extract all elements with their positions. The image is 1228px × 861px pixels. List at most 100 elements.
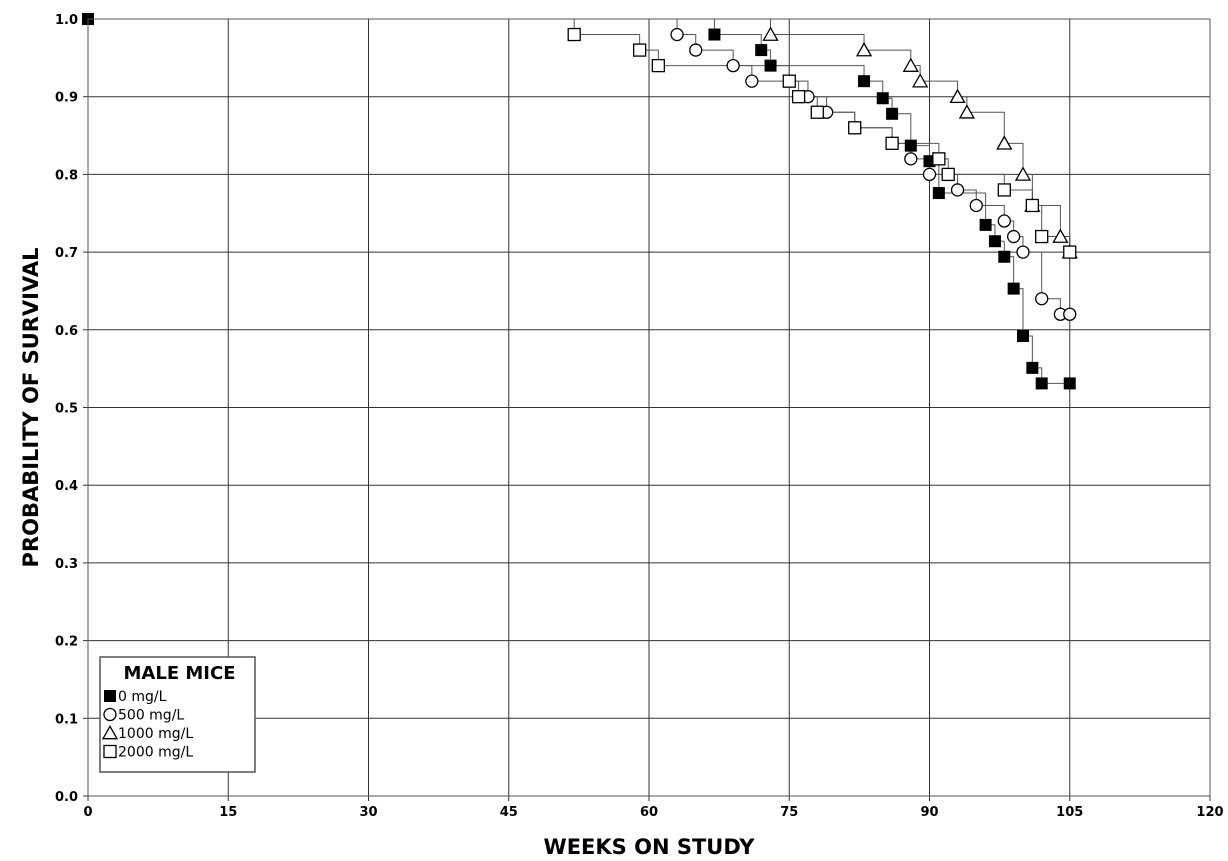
y-axis-title: PROBABILITY OF SURVIVAL [19,248,43,568]
series-500-mg-l-line [88,18,1070,315]
data-point [689,43,703,57]
data-point [1025,198,1039,213]
data-point [1007,282,1020,295]
data-point [651,58,665,73]
data-point [969,198,983,213]
legend-label: 0 mg/L [118,689,167,705]
x-tick-label: 45 [500,805,518,820]
series-0-mg-l-markers [82,13,1076,390]
series-1000-mg-l-line [88,18,1071,253]
data-point [922,167,937,182]
data-point [762,26,779,41]
legend-label: 500 mg/L [118,708,184,724]
legend-items: 0 mg/L 500 mg/L 1000 mg/L 2000 mg/L [101,689,193,761]
data-point [810,105,824,119]
data-point [902,57,919,72]
y-axis-ticks: 0.0 0.1 0.2 0.3 0.4 0.5 0.6 0.7 0.8 0.9 1.0 [55,13,88,805]
x-tick-label: 60 [640,805,658,820]
y-tick-label: 0.5 [55,402,78,417]
y-tick-label: 0.7 [55,246,78,261]
data-point [941,167,955,182]
data-point [764,59,777,72]
y-tick-label: 1.0 [55,13,78,28]
series-layer [82,13,1078,390]
data-point [997,183,1011,197]
data-point [1014,166,1032,181]
y-tick-label: 0.0 [55,790,78,805]
data-point [1063,377,1076,390]
series-2000-mg-l-line [88,18,1071,253]
x-tick-label: 75 [780,805,798,820]
data-point [791,90,806,104]
data-point [1035,292,1049,306]
data-point [949,88,966,104]
legend-marker [104,690,116,702]
x-tick-label: 15 [219,805,237,820]
data-point [633,43,647,57]
y-tick-label: 0.2 [55,635,78,650]
data-point [567,27,581,42]
data-point [904,139,917,152]
data-point [912,73,929,88]
data-point [855,42,873,57]
data-point [886,107,899,120]
data-point [1035,229,1049,244]
data-point [1016,245,1030,259]
legend-marker [103,744,117,759]
data-point [988,235,1001,248]
data-point [876,92,889,105]
series-1000-mg-l-markers [762,26,1078,259]
data-point [848,121,862,135]
data-point [1063,245,1077,259]
y-tick-label: 0.8 [55,168,78,183]
legend-label: 1000 mg/L [118,726,193,742]
legend-marker [103,707,117,722]
plot-frame [87,18,1211,797]
data-point [755,44,768,57]
step-line [88,18,1070,315]
data-point [996,135,1013,150]
data-point [858,75,871,88]
data-point [885,136,899,150]
y-tick-label: 0.3 [55,557,78,572]
legend-marker [101,724,119,740]
series-0-mg-l-line [88,18,1070,384]
x-tick-label: 120 [1196,805,1223,820]
data-point [932,152,946,166]
data-point [979,218,992,231]
step-line [88,18,1070,384]
data-point [950,183,965,197]
grid [87,18,1211,797]
data-point [904,152,918,166]
data-point [1052,228,1069,243]
data-point [1035,377,1048,390]
x-axis-title: WEEKS ON STUDY [544,835,756,859]
legend-box [99,656,256,773]
data-point [670,27,684,42]
x-tick-label: 90 [920,805,938,820]
y-tick-label: 0.6 [55,324,78,339]
data-point [726,58,740,73]
data-point [1017,330,1029,343]
data-point [932,187,945,200]
legend-label: 2000 mg/L [118,745,193,761]
x-axis-ticks: 0 15 30 45 60 75 90 105 120 [83,796,1224,820]
data-point [782,74,796,88]
x-tick-label: 30 [359,805,377,820]
legend: MALE MICE 0 mg/L 500 mg/L 1000 mg/L 2000 mg… [99,656,256,773]
data-point [958,104,976,119]
data-point [1007,229,1021,244]
data-point [745,74,759,88]
data-point [998,250,1011,263]
data-point [1063,307,1077,321]
data-point [1026,361,1039,374]
data-point [997,214,1011,228]
data-point [708,28,721,41]
y-tick-label: 0.1 [55,712,78,727]
step-line [88,18,1071,253]
y-tick-label: 0.4 [55,479,78,494]
step-line [88,18,1071,253]
x-tick-label: 105 [1056,805,1083,820]
y-tick-label: 0.9 [55,91,78,106]
